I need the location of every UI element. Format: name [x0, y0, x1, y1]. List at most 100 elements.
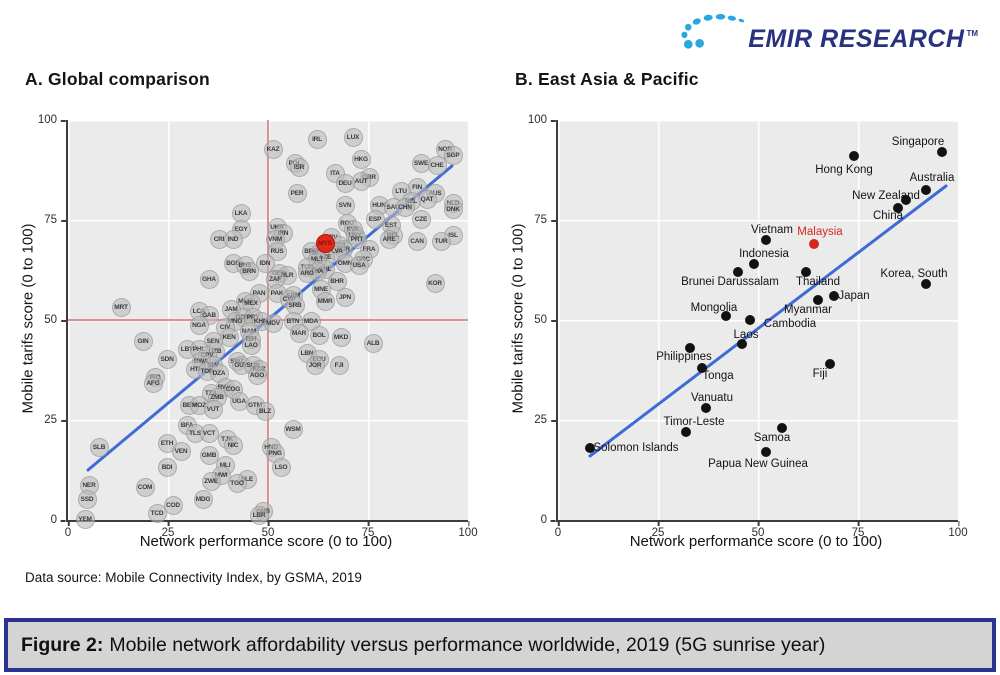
- country-bubble-RUS: RUS: [267, 241, 287, 261]
- country-dot-China: [893, 203, 903, 213]
- country-bubble-DNK: DNK: [443, 199, 463, 219]
- country-bubble-HKG: HKG: [351, 149, 371, 169]
- country-dot-Thailand: [801, 267, 811, 277]
- country-bubble-ARG: ARG: [297, 263, 317, 283]
- figure-caption-text: Mobile network affordability versus perf…: [109, 633, 826, 656]
- country-bubble-CZE: CZE: [411, 209, 431, 229]
- country-bubble-TCD: TCD: [147, 503, 167, 523]
- country-bubble-MKD: MKD: [331, 327, 351, 347]
- country-bubble-WSM: WSM: [283, 419, 303, 439]
- country-dot-Korea, South: [921, 279, 931, 289]
- country-bubble-TLS: TLS: [185, 423, 205, 443]
- country-bubble-CHE: CHE: [427, 155, 447, 175]
- country-label-Mongolia: Mongolia: [690, 302, 738, 314]
- y-tick-label: 100: [37, 114, 67, 126]
- country-bubble-MYS: MYS: [315, 233, 335, 253]
- country-label-Malaysia: Malaysia: [797, 226, 843, 238]
- country-bubble-TUR: TUR: [431, 231, 451, 251]
- y-tick-label: 50: [534, 314, 556, 326]
- panel-b-plot-area: 0 0 25 25 50 50 75 75 100 100 Singapore Hong Kong Au…: [528, 114, 968, 539]
- y-tick-label: 100: [527, 114, 557, 126]
- country-dot-Brunei Darussalam: [733, 267, 743, 277]
- country-bubble-USA: USA: [349, 255, 369, 275]
- country-bubble-BRN: BRN: [239, 261, 259, 281]
- country-bubble-LUX: LUX: [343, 127, 363, 147]
- country-label-Myanmar: Myanmar: [784, 304, 832, 316]
- country-dot-Malaysia: [809, 239, 819, 249]
- country-bubble-SSD: SSD: [77, 489, 97, 509]
- country-label-Brunei Darussalam: Brunei Darussalam: [681, 276, 779, 288]
- country-dot-Timor-Leste: [681, 427, 691, 437]
- country-bubble-YEM: YEM: [75, 509, 95, 529]
- country-dot-Hong Kong: [849, 151, 859, 161]
- panel-b-y-axis-label: Mobile tarifs score (0 to 100): [509, 223, 527, 414]
- country-label-Papua New Guinea: Papua New Guinea: [708, 458, 808, 470]
- country-label-Tonga: Tonga: [702, 370, 734, 382]
- country-bubble-NIC: NIC: [223, 435, 243, 455]
- country-label-Thailand: Thailand: [795, 276, 841, 288]
- logo-trademark: TM: [966, 29, 978, 38]
- country-bubble-SGP: SGP: [443, 145, 463, 165]
- panel-b-trend-line: [588, 184, 948, 458]
- country-bubble-ZWE: ZWE: [201, 471, 221, 491]
- country-bubble-GMB: GMB: [199, 445, 219, 465]
- y-tick-label: 75: [44, 214, 66, 226]
- x-tick-label: 25: [651, 521, 665, 539]
- country-bubble-VEN: VEN: [171, 441, 191, 461]
- y-tick-label: 25: [534, 414, 556, 426]
- country-label-Samoa: Samoa: [753, 432, 791, 444]
- emir-research-logo: EMIR RESEARCH TM: [674, 10, 978, 52]
- country-bubble-KAZ: KAZ: [263, 139, 283, 159]
- country-label-Hong Kong: Hong Kong: [815, 164, 873, 176]
- country-label-China: China: [872, 210, 904, 222]
- country-bubble-SWE: SWE: [411, 153, 431, 173]
- country-bubble-ALB: ALB: [363, 333, 383, 353]
- panel-b-x-axis-label: Network performance score (0 to 100): [629, 533, 883, 550]
- country-bubble-BLZ: BLZ: [255, 401, 275, 421]
- y-tick-label: 0: [50, 514, 68, 526]
- country-bubble-COM: COM: [135, 477, 155, 497]
- x-tick-label: 100: [948, 521, 968, 539]
- country-dot-Philippines: [685, 343, 695, 353]
- y-tick-label: 0: [540, 514, 558, 526]
- country-bubble-JOR: JOR: [305, 355, 325, 375]
- country-dot-Australia: [921, 185, 931, 195]
- country-bubble-ISR: ISR: [289, 157, 309, 177]
- country-bubble-DEU: DEU: [335, 173, 355, 193]
- data-source-note: Data source: Mobile Connectivity Index, …: [25, 570, 362, 585]
- country-bubble-CAN: CAN: [407, 231, 427, 251]
- country-label-Cambodia: Cambodia: [763, 318, 817, 330]
- country-bubble-IND: IND: [223, 229, 243, 249]
- country-bubble-MDV: MDV: [263, 313, 283, 333]
- panel-b-title: B. East Asia & Pacific: [515, 69, 699, 89]
- country-bubble-JPN: JPN: [335, 287, 355, 307]
- country-bubble-AFG: AFG: [143, 373, 163, 393]
- panel-a-plot-area: 00252550507575100100LUXIRLNORKAZSGPHKGSW…: [38, 114, 478, 539]
- country-label-Laos: Laos: [733, 328, 759, 341]
- x-tick-label: 50: [751, 521, 765, 539]
- country-bubble-NGA: NGA: [189, 315, 209, 335]
- figure-caption-prefix: Figure 2:: [21, 633, 104, 656]
- country-bubble-TGO: TGO: [227, 473, 247, 493]
- country-bubble-LAO: LAO: [241, 335, 261, 355]
- country-dot-Vanuatu: [701, 403, 711, 413]
- country-dot-Singapore: [937, 147, 947, 157]
- country-bubble-VCT: VCT: [199, 423, 219, 443]
- country-label-Vietnam: Vietnam: [751, 224, 793, 236]
- x-tick-label: 50: [261, 521, 275, 539]
- country-bubble-BHR: BHR: [327, 271, 347, 291]
- country-bubble-MMR: MMR: [315, 291, 335, 311]
- country-bubble-BOL: BOL: [309, 325, 329, 345]
- country-bubble-SLB: SLB: [89, 437, 109, 457]
- country-bubble-CHN: CHN: [395, 197, 415, 217]
- x-tick-label: 75: [361, 521, 375, 539]
- country-bubble-LSO: LSO: [271, 457, 291, 477]
- country-dot-Japan: [829, 291, 839, 301]
- logo-swoosh-icon: [681, 13, 745, 49]
- country-bubble-KOR: KOR: [425, 273, 445, 293]
- country-dot-Myanmar: [813, 295, 823, 305]
- x-tick-label: 0: [554, 521, 562, 539]
- country-bubble-MRT: MRT: [111, 297, 131, 317]
- y-tick-label: 50: [44, 314, 66, 326]
